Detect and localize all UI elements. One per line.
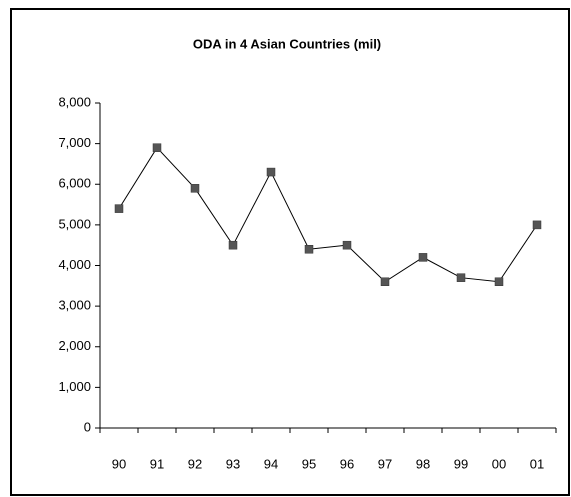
x-tick-label: 00 (492, 456, 506, 471)
x-tick-label: 96 (340, 456, 354, 471)
x-tick-label: 99 (454, 456, 468, 471)
y-tick-label: 5,000 (58, 216, 91, 231)
y-tick-label: 8,000 (58, 94, 91, 109)
marker (380, 277, 390, 286)
marker (494, 277, 504, 286)
x-tick-label: 90 (112, 456, 126, 471)
x-tick-label: 94 (264, 456, 278, 471)
x-tick-label: 01 (530, 456, 544, 471)
marker (456, 273, 466, 282)
y-tick-label: 0 (84, 419, 91, 434)
x-tick-label: 97 (378, 456, 392, 471)
x-tick-label: 98 (416, 456, 430, 471)
marker (190, 184, 200, 193)
marker (304, 245, 314, 254)
marker (266, 167, 276, 177)
marker (418, 253, 428, 262)
marker (114, 204, 124, 213)
x-tick-label: 92 (188, 456, 202, 471)
marker (532, 220, 542, 230)
chart-frame (10, 8, 570, 496)
y-tick-label: 1,000 (58, 379, 91, 394)
x-tick-label: 93 (226, 456, 240, 471)
marker (152, 143, 162, 152)
marker (342, 240, 352, 250)
y-tick-label: 7,000 (58, 135, 91, 150)
y-tick-label: 4,000 (58, 257, 91, 272)
x-tick-label: 91 (150, 456, 164, 471)
y-tick-label: 3,000 (58, 298, 91, 313)
y-tick-label: 2,000 (58, 338, 91, 353)
line-series (118, 146, 538, 283)
y-tick-label: 6,000 (58, 176, 91, 191)
x-tick-label: 95 (302, 456, 316, 471)
chart-title: ODA in 4 Asian Countries (mil) (193, 36, 381, 51)
marker (228, 240, 238, 250)
